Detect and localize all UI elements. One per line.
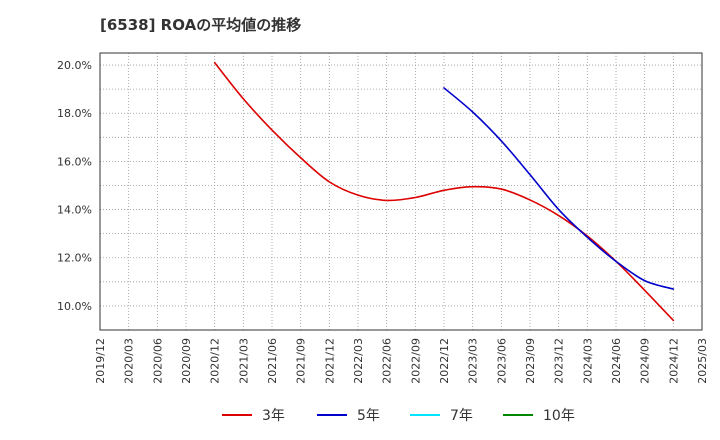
x-tick-label: 2025/03 [696, 338, 709, 384]
x-tick-label: 2023/12 [553, 338, 566, 384]
y-tick-label: 12.0% [57, 252, 92, 265]
legend-swatch [503, 414, 533, 416]
plot-frame [99, 52, 703, 331]
legend-label: 10年 [543, 408, 575, 424]
x-tick-label: 2024/12 [667, 338, 680, 384]
legend-label: 7年 [450, 408, 473, 424]
x-tick-label: 2020/03 [123, 338, 136, 384]
y-tick-label: 18.0% [57, 107, 92, 120]
legend-swatch [317, 414, 347, 416]
chart-legend: 3年 5年 7年 10年 [0, 404, 720, 426]
x-tick-label: 2022/03 [352, 338, 365, 384]
legend-label: 5年 [357, 408, 380, 424]
y-tick-label: 10.0% [57, 300, 92, 313]
x-tick-label: 2020/06 [151, 338, 164, 384]
x-tick-label: 2023/03 [467, 338, 480, 384]
x-tick-label: 2021/03 [237, 338, 250, 384]
series-line-5年 [443, 87, 675, 290]
legend-item: 10年 [503, 404, 575, 426]
series-line-3年 [213, 61, 675, 322]
x-tick-label: 2024/06 [610, 338, 623, 384]
x-tick-label: 2019/12 [94, 338, 107, 384]
legend-item: 3年 [222, 404, 285, 426]
x-tick-label: 2021/09 [295, 338, 308, 384]
x-tick-label: 2024/03 [581, 338, 594, 384]
x-tick-label: 2020/09 [180, 338, 193, 384]
legend-label: 3年 [262, 408, 285, 424]
x-tick-label: 2022/12 [438, 338, 451, 384]
x-tick-label: 2020/12 [209, 338, 222, 384]
x-tick-label: 2021/06 [266, 338, 279, 384]
x-tick-label: 2021/12 [323, 338, 336, 384]
legend-swatch [410, 414, 440, 416]
legend-item: 5年 [317, 404, 380, 426]
legend-item: 7年 [410, 404, 473, 426]
chart-title: [6538] ROAの平均値の推移 [100, 16, 302, 34]
x-tick-label: 2023/09 [524, 338, 537, 384]
x-tick-label: 2022/06 [381, 338, 394, 384]
y-tick-label: 20.0% [57, 59, 92, 72]
legend-swatch [222, 414, 252, 416]
x-tick-label: 2024/09 [639, 338, 652, 384]
y-tick-label: 14.0% [57, 204, 92, 217]
x-tick-label: 2023/06 [495, 338, 508, 384]
y-tick-label: 16.0% [57, 155, 92, 168]
x-tick-label: 2022/09 [409, 338, 422, 384]
